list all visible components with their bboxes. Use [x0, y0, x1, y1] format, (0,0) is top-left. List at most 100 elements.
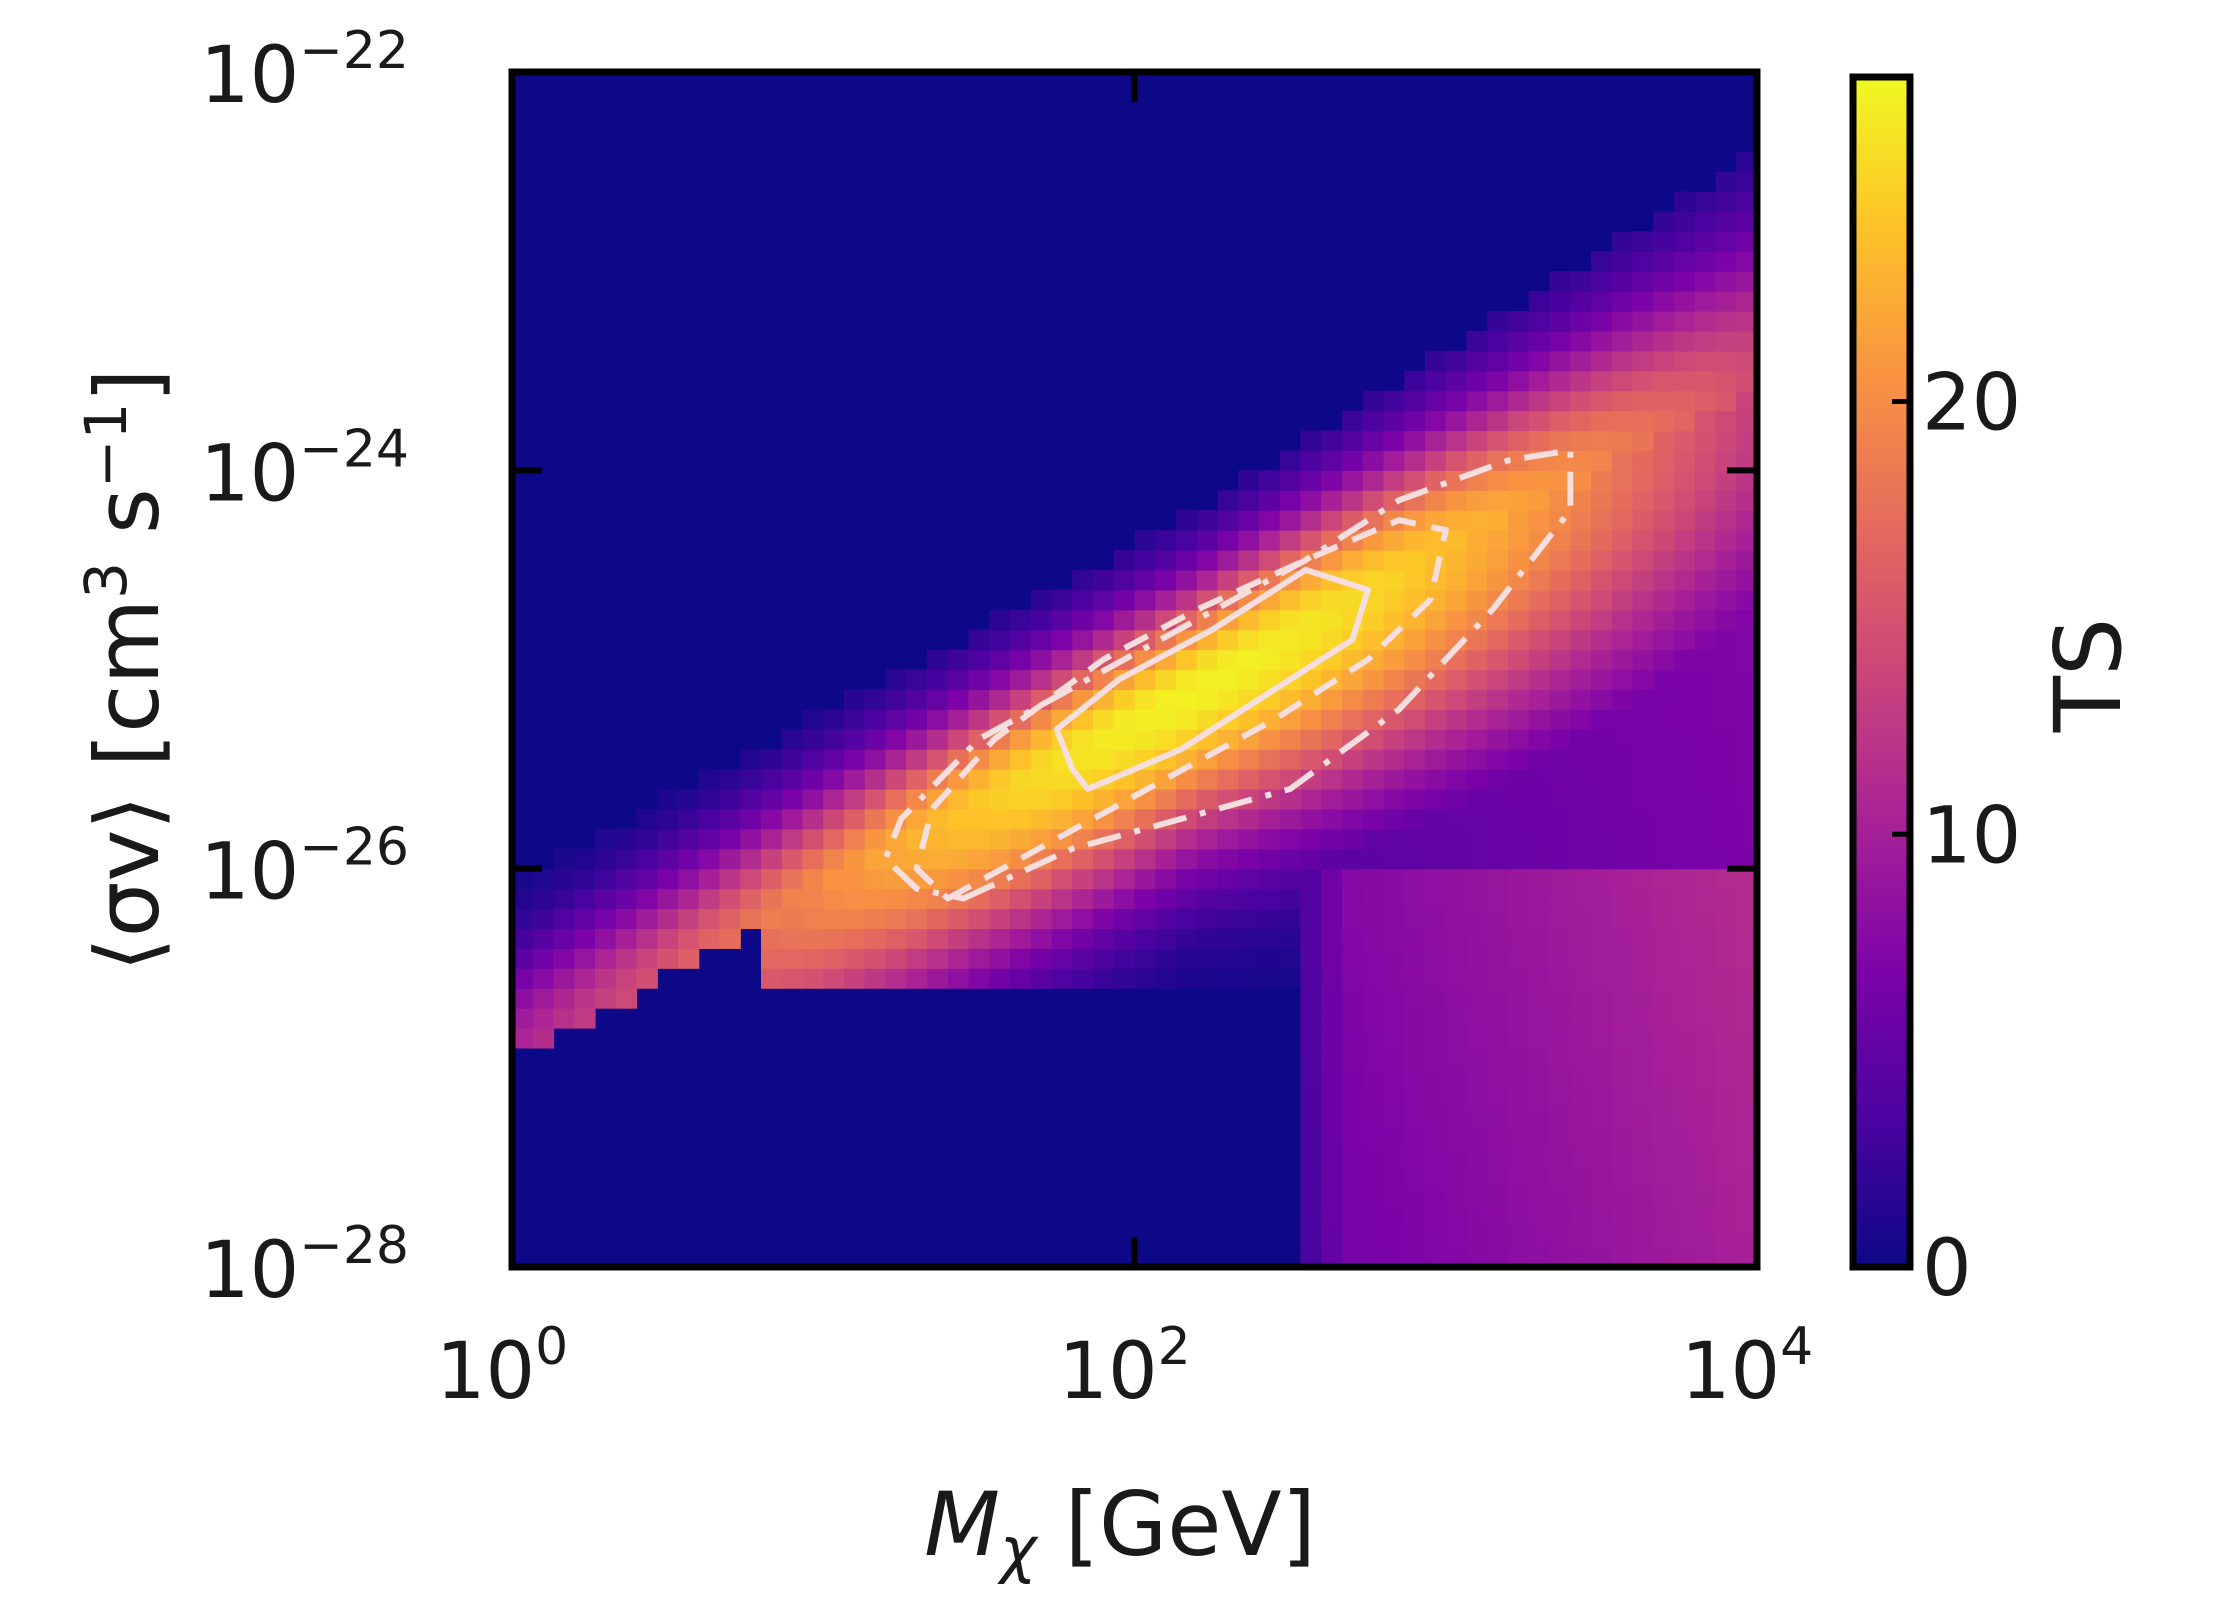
heatmap-cell	[1383, 470, 1405, 491]
heatmap-cell	[1300, 888, 1322, 910]
heatmap-cell	[1653, 271, 1675, 292]
heatmap-cell	[1010, 749, 1032, 770]
heatmap-cell	[1570, 1167, 1592, 1188]
heatmap-cell	[1445, 430, 1468, 452]
heatmap-cell	[1653, 470, 1675, 491]
heatmap-cell	[906, 709, 928, 730]
heatmap-cell	[1445, 1167, 1468, 1188]
heatmap-cell	[1632, 350, 1654, 372]
heatmap-cell	[1259, 530, 1281, 551]
heatmap-cell	[1736, 530, 1757, 551]
heatmap-cell	[1425, 530, 1447, 551]
heatmap-cell	[1611, 231, 1634, 252]
heatmap-cell	[1653, 1127, 1675, 1149]
heatmap-cell	[1715, 669, 1737, 691]
heatmap-cell	[1736, 1107, 1757, 1129]
heatmap-cell	[1632, 629, 1654, 651]
heatmap-cell	[1549, 1067, 1571, 1089]
heatmap-cell	[1570, 848, 1592, 870]
heatmap-cell	[1674, 988, 1696, 1009]
heatmap-cell	[1591, 1047, 1613, 1069]
heatmap-cell	[1487, 1127, 1509, 1149]
heatmap-cell	[1508, 569, 1530, 591]
heatmap-cell	[1238, 669, 1260, 691]
heatmap-cell	[1010, 808, 1032, 830]
heatmap-cell	[1466, 769, 1488, 790]
heatmap-cell	[1632, 1087, 1654, 1109]
heatmap-cell	[885, 709, 907, 730]
heatmap-cell	[512, 1008, 534, 1029]
heatmap-cell	[1466, 1247, 1488, 1267]
heatmap-cell	[1321, 609, 1343, 631]
heatmap-cell	[1591, 828, 1613, 850]
heatmap-cell	[1611, 868, 1634, 890]
heatmap-cell	[636, 928, 658, 949]
heatmap-cell	[1134, 928, 1156, 949]
heatmap-cell	[1508, 430, 1530, 452]
heatmap-cell	[1196, 968, 1219, 989]
heatmap-cell	[1591, 510, 1613, 531]
heatmap-cell	[615, 948, 638, 969]
heatmap-cell	[1362, 1107, 1385, 1129]
heatmap-cell	[1425, 410, 1447, 432]
heatmap-cell	[1362, 1087, 1385, 1109]
heatmap-cell	[678, 828, 700, 850]
heatmap-cell	[1321, 709, 1343, 730]
heatmap-cell	[1383, 1067, 1405, 1089]
heatmap-cell	[1196, 769, 1219, 790]
heatmap-cell	[1404, 928, 1426, 949]
heatmap-cell	[1425, 1028, 1447, 1049]
heatmap-cell	[1694, 1087, 1717, 1109]
heatmap-cell	[1217, 928, 1239, 949]
heatmap-cell	[1342, 490, 1364, 511]
heatmap-cell	[1259, 928, 1281, 949]
heatmap-cell	[1383, 530, 1405, 551]
heatmap-cell	[1051, 789, 1073, 810]
heatmap-cell	[1362, 1008, 1385, 1029]
heatmap-cell	[1404, 1187, 1426, 1208]
heatmap-cell	[1570, 450, 1592, 471]
heatmap-cell	[1425, 948, 1447, 969]
heatmap-cell	[947, 828, 970, 850]
heatmap-cell	[1508, 609, 1530, 631]
heatmap-cell	[1176, 769, 1198, 790]
heatmap-cell	[1259, 649, 1281, 671]
heatmap-cell	[1134, 848, 1156, 870]
heatmap-cell	[532, 1028, 555, 1049]
heatmap-cell	[1632, 769, 1654, 790]
heatmap-cell	[1238, 848, 1260, 870]
heatmap-cell	[1383, 1147, 1405, 1169]
heatmap-cell	[1736, 868, 1757, 890]
heatmap-cell	[1549, 311, 1571, 332]
heatmap-cell	[698, 769, 721, 790]
heatmap-cell	[1383, 828, 1405, 850]
heatmap-cell	[1611, 330, 1634, 352]
heatmap-cell	[1051, 649, 1073, 671]
heatmap-cell	[1093, 729, 1115, 750]
heatmap-cell	[1093, 709, 1115, 730]
heatmap-cell	[1196, 530, 1219, 551]
heatmap-cell	[885, 848, 907, 870]
heatmap-cell	[1300, 968, 1322, 989]
heatmap-cell	[1715, 729, 1737, 750]
heatmap-cell	[1736, 1028, 1757, 1049]
heatmap-cell	[698, 928, 721, 949]
heatmap-cell	[1466, 1008, 1488, 1029]
heatmap-cell	[1176, 669, 1198, 691]
heatmap-cell	[657, 828, 679, 850]
heatmap-cell	[1113, 848, 1136, 870]
heatmap-cell	[1030, 629, 1053, 651]
heatmap-cell	[1694, 1147, 1717, 1169]
heatmap-cell	[844, 888, 866, 910]
heatmap-cell	[1300, 1127, 1322, 1149]
heatmap-cell	[1362, 1047, 1385, 1069]
heatmap-cell	[1362, 948, 1385, 969]
heatmap-cell	[1259, 868, 1281, 890]
heatmap-cell	[1051, 848, 1073, 870]
heatmap-cell	[781, 928, 804, 949]
heatmap-cell	[1591, 609, 1613, 631]
heatmap-cell	[1632, 251, 1654, 272]
heatmap-cell	[885, 689, 907, 710]
heatmap-cell	[1425, 868, 1447, 890]
heatmap-cell	[1383, 669, 1405, 691]
